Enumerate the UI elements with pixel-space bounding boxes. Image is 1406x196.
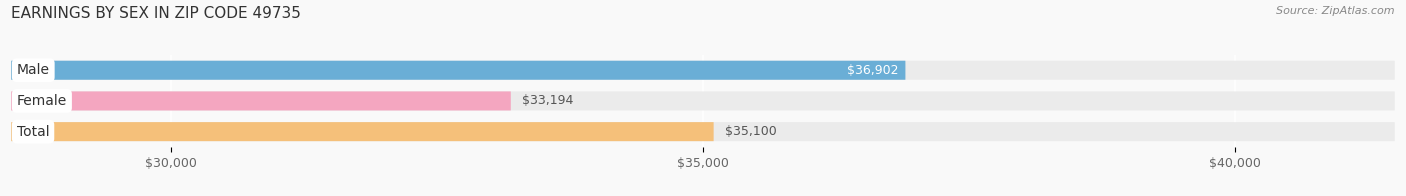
Text: $36,902: $36,902 (846, 64, 898, 77)
Text: Source: ZipAtlas.com: Source: ZipAtlas.com (1277, 6, 1395, 16)
Text: $33,194: $33,194 (522, 94, 574, 107)
FancyBboxPatch shape (11, 91, 510, 111)
FancyBboxPatch shape (11, 122, 1395, 141)
Text: EARNINGS BY SEX IN ZIP CODE 49735: EARNINGS BY SEX IN ZIP CODE 49735 (11, 6, 301, 21)
FancyBboxPatch shape (11, 91, 1395, 111)
Text: Male: Male (17, 63, 49, 77)
FancyBboxPatch shape (11, 122, 714, 141)
FancyBboxPatch shape (11, 61, 905, 80)
Text: Female: Female (17, 94, 67, 108)
FancyBboxPatch shape (11, 61, 1395, 80)
Text: Total: Total (17, 125, 49, 139)
Text: $35,100: $35,100 (724, 125, 776, 138)
